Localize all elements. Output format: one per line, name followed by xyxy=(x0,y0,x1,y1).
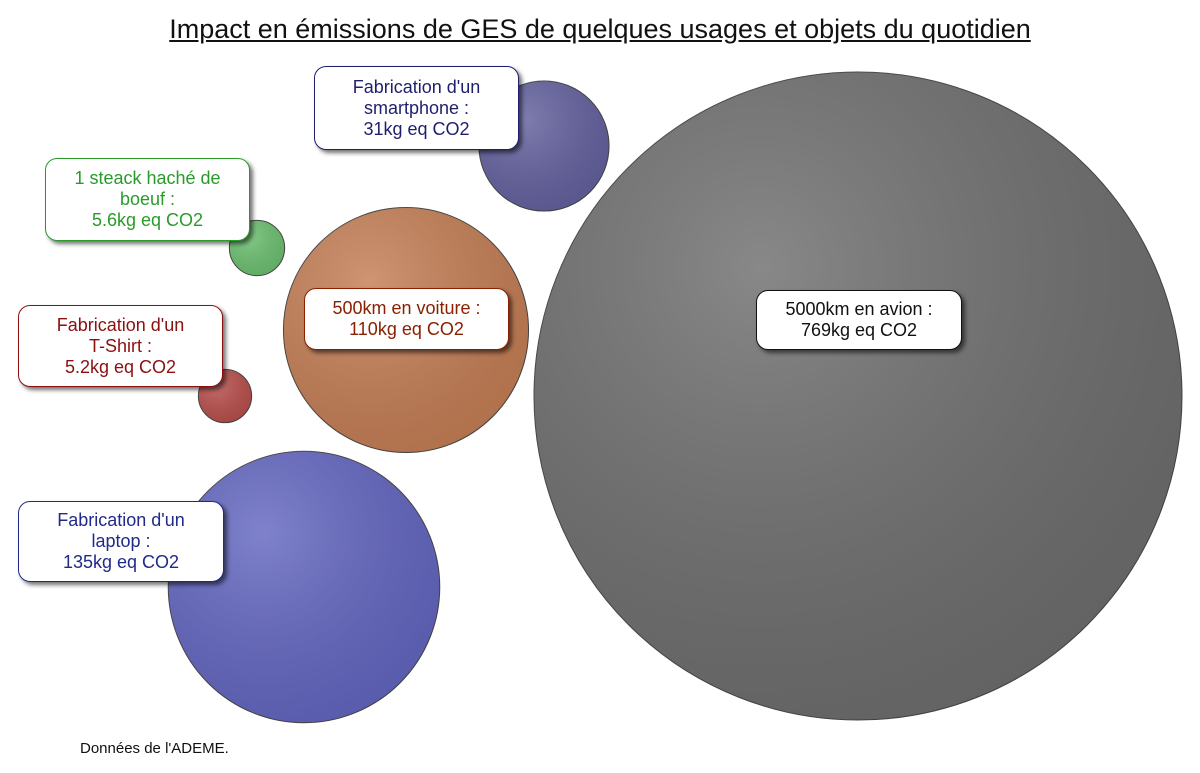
bubble-shine-laptop xyxy=(168,451,440,723)
label-line: Fabrication d'un xyxy=(57,510,185,530)
label-line: 500km en voiture : xyxy=(332,298,481,318)
label-voiture: 500km en voiture :110kg eq CO2 xyxy=(304,288,509,350)
bubble-shine-avion xyxy=(534,72,1182,720)
label-line: 769kg eq CO2 xyxy=(800,320,918,340)
label-line: laptop : xyxy=(91,531,151,551)
label-avion: 5000km en avion :769kg eq CO2 xyxy=(756,290,962,350)
label-line: 5000km en avion : xyxy=(785,299,933,319)
chart-title: Impact en émissions de GES de quelques u… xyxy=(169,14,1031,44)
label-line: 135kg eq CO2 xyxy=(62,552,180,572)
label-smartphone: Fabrication d'un smartphone :31kg eq CO2 xyxy=(314,66,519,150)
label-line: Fabrication d'un xyxy=(352,76,481,97)
label-laptop: Fabrication d'un laptop :135kg eq CO2 xyxy=(18,501,224,582)
label-line: boeuf : xyxy=(119,189,176,209)
label-line: smartphone : xyxy=(363,97,470,118)
label-line: 5.6kg eq CO2 xyxy=(91,210,204,230)
label-line: Fabrication d'un xyxy=(56,314,185,335)
label-line: 5.2kg eq CO2 xyxy=(64,356,177,377)
label-line: T-Shirt : xyxy=(88,335,152,356)
label-line: 110kg eq CO2 xyxy=(349,319,464,339)
label-steak: 1 steack haché de boeuf :5.6kg eq CO2 xyxy=(45,158,250,241)
label-line: 1 steack haché de xyxy=(74,168,221,188)
source-note: Données de l'ADEME. xyxy=(80,740,229,757)
label-tshirt: Fabrication d'un T-Shirt :5.2kg eq CO2 xyxy=(18,305,223,387)
label-line: 31kg eq CO2 xyxy=(363,118,470,139)
